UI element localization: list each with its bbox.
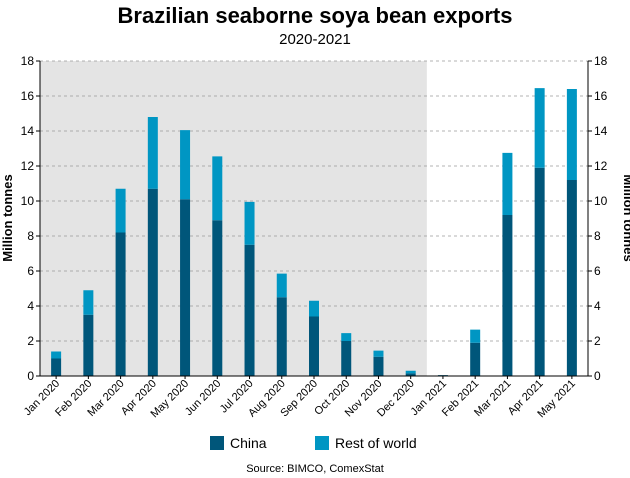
bars [51,88,577,376]
y-tick-label-right: 0 [594,369,601,383]
bar-china [51,358,62,376]
bar-china [566,180,577,376]
y-tick-label-left: 14 [21,124,35,138]
source-note: Source: BIMCO, ComexStat [246,463,384,475]
y-tick-label-right: 8 [594,229,601,243]
chart-subtitle: 2020-2021 [279,31,351,48]
y-ticks-right: 0 2 4 6 8 10 12 14 16 18 [588,54,608,383]
bar-rest-of-world [147,117,158,189]
legend-label: China [230,435,267,451]
bar-china [405,373,416,376]
y-tick-label-left: 12 [21,159,35,173]
y-ticks-left: 0 2 4 6 8 10 12 14 16 18 [21,54,40,383]
y-tick-label-right: 10 [594,194,608,208]
bar-china [180,199,191,376]
bar-china [470,342,481,376]
legend-label: Rest of world [335,435,417,451]
y-tick-label-left: 6 [27,264,34,278]
y-tick-label-right: 2 [594,334,601,348]
legend: China Rest of world [210,435,417,451]
x-tick-label: Jun 2020 [183,378,223,418]
legend-item-china: China [210,435,267,451]
bar-rest-of-world [502,152,513,215]
y-tick-label-right: 18 [594,54,608,68]
bar-rest-of-world [276,273,287,298]
legend-swatch [315,436,329,450]
y-tick-label-right: 16 [594,89,608,103]
bar-china [147,188,158,376]
bar-rest-of-world [566,89,577,180]
bar-china [276,297,287,376]
legend-swatch [210,436,224,450]
y-tick-label-left: 10 [21,194,35,208]
y-tick-label-left: 0 [27,369,34,383]
bar-china [244,244,255,376]
bar-rest-of-world [341,333,352,341]
bar-rest-of-world [180,130,191,200]
y-tick-label-left: 4 [27,299,34,313]
bar-rest-of-world [470,329,481,343]
chart-title: Brazilian seaborne soya bean exports [118,3,513,28]
bar-rest-of-world [309,300,319,317]
y-tick-label-right: 12 [594,159,608,173]
plot-background [40,61,427,376]
y-tick-label-left: 16 [21,89,35,103]
bar-rest-of-world [212,156,223,221]
y-tick-label-left: 8 [27,229,34,243]
bar-china [502,215,513,376]
y-tick-label-right: 4 [594,299,601,313]
y-tick-label-left: 2 [27,334,34,348]
bar-china [341,341,352,376]
legend-item-rest-of-world: Rest of world [315,435,417,451]
y-tick-label-right: 6 [594,264,601,278]
bar-rest-of-world [244,201,255,245]
bar-rest-of-world [373,350,384,357]
bar-china [83,314,94,376]
y-axis-label-right: Million tonnes [621,174,630,261]
bar-china [115,232,126,376]
bar-china [534,167,545,376]
y-tick-label-right: 14 [594,124,608,138]
bar-rest-of-world [83,290,94,315]
shaded-region-2020 [40,61,427,376]
y-axis-label-left: Million tonnes [0,174,15,261]
bar-rest-of-world [115,188,126,233]
bar-china [373,356,384,376]
bar-rest-of-world [534,88,545,168]
bar-china [309,316,319,376]
bar-rest-of-world [405,370,416,374]
grid-lines [40,60,588,342]
bar-china [212,220,223,376]
y-tick-label-left: 18 [21,54,35,68]
bar-rest-of-world [51,351,62,359]
